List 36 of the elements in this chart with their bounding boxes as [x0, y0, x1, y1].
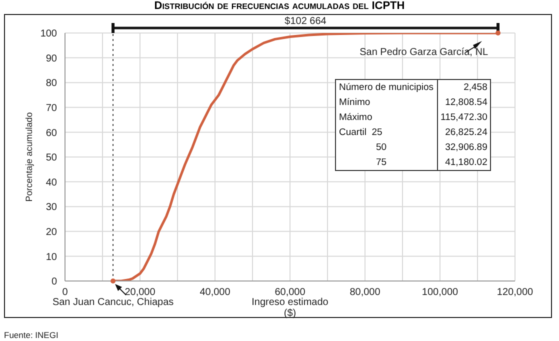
annotation: Cuartil 25 [336, 125, 438, 140]
annotation: 12,808.54 [444, 96, 488, 110]
source-note: Fuente: INEGI [4, 330, 58, 340]
y-tick-label: 0 [51, 276, 58, 288]
annotation: 32,906.89 [444, 141, 488, 155]
annotation: San Juan Cancuc, Chiapas [52, 297, 174, 308]
y-tick-label: 100 [40, 28, 58, 40]
annotation: Máximo [336, 110, 438, 125]
annotation: 50 [336, 140, 438, 155]
annotation: 26,825.24 [444, 126, 488, 140]
y-tick-label: 70 [46, 102, 58, 114]
annotation: Número de municipios [336, 80, 438, 95]
y-tick-label: 60 [46, 128, 58, 139]
y-tick-label: 80 [46, 78, 58, 90]
x-tick-label: 120,000 [496, 287, 534, 298]
annotation: Mínimo [336, 95, 438, 110]
x-tick-label: 40,000 [200, 287, 231, 298]
y-tick-label: 90 [46, 53, 58, 64]
y-tick-label: 50 [46, 152, 58, 164]
y-tick-label: 30 [46, 202, 58, 214]
y-tick-label: 20 [46, 226, 58, 238]
x-tick-label: 20,000 [124, 287, 156, 298]
y-tick-label: 10 [46, 252, 58, 263]
chart-title: Distribución de frecuencias acumuladas del ICPTH [153, 0, 406, 12]
x-tick-label: 80,000 [350, 287, 381, 298]
y-tick-label: 40 [46, 177, 58, 188]
x-tick-label: 0 [62, 287, 68, 298]
annotation: 75 [336, 155, 438, 170]
annotation: 115,472.30 [440, 111, 488, 125]
annotation: 41,180.02 [444, 156, 488, 170]
x-tick-label: 100,000 [422, 287, 459, 298]
x-tick-label: 60,000 [274, 287, 306, 298]
text: $102 664 [284, 16, 327, 27]
annotation: 2,458 [462, 81, 488, 95]
annotation: San Pedro Garza García, NL [360, 47, 488, 58]
y-axis-title: Porcentaje acumulado [24, 112, 34, 202]
